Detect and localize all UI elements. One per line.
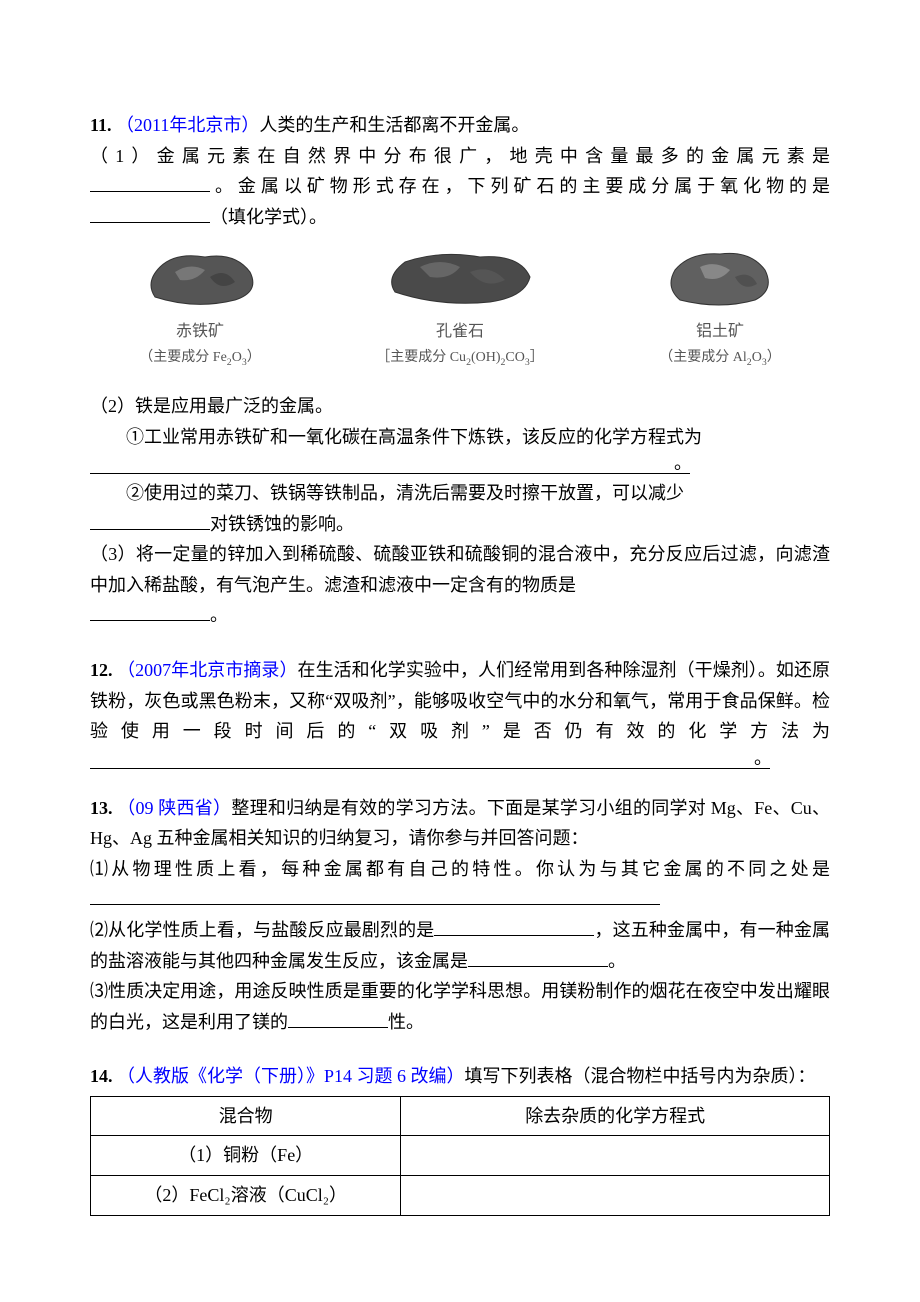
ore-bauxite-image	[655, 242, 785, 312]
ore-malachite-image	[380, 242, 540, 312]
table-cell-equation	[401, 1176, 830, 1216]
question-13: 13. （09 陕西省）整理和归纳是有效的学习方法。下面是某学习小组的同学对 M…	[90, 793, 830, 1038]
q11-p2-lead: （2）铁是应用最广泛的金属。	[90, 391, 830, 422]
blank	[90, 886, 660, 906]
question-12: 12. （2007年北京市摘录）在生活和化学实验中，人们经常用到各种除湿剂（干燥…	[90, 655, 830, 769]
q11-p1c: （填化学式）。	[210, 207, 327, 227]
ore-comp-prefix: ［主要成分	[376, 350, 450, 365]
ore-hematite: 赤铁矿 （主要成分 Fe2O3）	[110, 242, 290, 371]
blank	[90, 510, 210, 530]
ore-hematite-image	[135, 242, 265, 312]
ore-comp-suffix: ）	[247, 350, 261, 365]
table-row: （2）FeCl₂溶液（CuCl₂）	[91, 1176, 830, 1216]
ore-bauxite-name: 铝土矿	[696, 318, 744, 345]
table-cell-equation	[401, 1136, 830, 1176]
ore-bauxite-comp: （主要成分 Al2O3）	[659, 346, 780, 371]
q14-number: 14.	[90, 1066, 113, 1086]
blank	[288, 1008, 388, 1028]
q12-para: 12. （2007年北京市摘录）在生活和化学实验中，人们经常用到各种除湿剂（干燥…	[90, 655, 830, 747]
table-row: （1）铜粉（Fe）	[91, 1136, 830, 1176]
table-cell-mixture: （1）铜粉（Fe）	[91, 1136, 401, 1176]
table-header-mixture: 混合物	[91, 1096, 401, 1136]
blank	[90, 602, 210, 622]
blank-full: 。	[90, 454, 690, 474]
q13-source: （09 陕西省）	[117, 798, 231, 818]
q11-source: （2011年北京市）	[116, 115, 259, 135]
q11-p3-blank: 。	[90, 600, 830, 631]
q11-p1a: （1）金属元素在自然界中分布很广，地壳中含量最多的金属元素是	[90, 146, 830, 166]
ore-comp-suffix: ）	[767, 350, 781, 365]
ore-comp-suffix: ］	[530, 350, 544, 365]
q11-para-1: 11. （2011年北京市）人类的生产和生活都离不开金属。	[90, 110, 830, 141]
q12-source: （2007年北京市摘录）	[117, 660, 297, 680]
ore-hematite-comp: （主要成分 Fe2O3）	[139, 346, 260, 371]
q13-p1a: ⑴从物理性质上看，每种金属都有自己的特性。你认为与其它金属的不同之处是	[90, 859, 830, 879]
ore-malachite-name: 孔雀石	[436, 318, 484, 345]
q11-p1b: 。金属以矿物形式存在，下列矿石的主要成分属于氧化物的是	[210, 176, 830, 196]
q13-lead: 13. （09 陕西省）整理和归纳是有效的学习方法。下面是某学习小组的同学对 M…	[90, 793, 830, 854]
q11-p2-2: ②使用过的菜刀、铁锅等铁制品，清洗后需要及时擦干放置，可以减少	[90, 478, 830, 509]
q11-p2-1: ①工业常用赤铁矿和一氧化碳在高温条件下炼铁，该反应的化学方程式为	[90, 422, 830, 453]
blank	[90, 172, 210, 192]
blank-full: 。	[90, 749, 770, 769]
mixture-table: 混合物 除去杂质的化学方程式 （1）铜粉（Fe） （2）FeCl₂溶液（CuCl…	[90, 1096, 830, 1216]
q14-source: （人教版《化学（下册）》P14 习题 6 改编）	[117, 1066, 465, 1086]
q11-p3: （3）将一定量的锌加入到稀硫酸、硫酸亚铁和硫酸铜的混合液中，充分反应后过滤，向滤…	[90, 539, 830, 600]
q13-p3: ⑶性质决定用途，用途反映性质是重要的化学学科思想。用镁粉制作的烟花在夜空中发出耀…	[90, 976, 830, 1037]
q13-p2: ⑵从化学性质上看，与盐酸反应最剧烈的是，这五种金属中，有一种金属的盐溶液能与其他…	[90, 915, 830, 976]
question-14: 14. （人教版《化学（下册）》P14 习题 6 改编）填写下列表格（混合物栏中…	[90, 1061, 830, 1215]
q11-part1: （1）金属元素在自然界中分布很广，地壳中含量最多的金属元素是	[90, 141, 830, 172]
q13-p2c: 。	[608, 951, 626, 971]
blank	[468, 947, 608, 967]
q13-p3b: 性。	[388, 1012, 424, 1032]
tail-period: 。	[754, 743, 772, 774]
q11-p3b: 。	[210, 605, 228, 625]
q11-p2-2b: 对铁锈蚀的影响。	[210, 514, 354, 534]
q11-part1c: （填化学式）。	[90, 202, 830, 233]
q13-p1: ⑴从物理性质上看，每种金属都有自己的特性。你认为与其它金属的不同之处是	[90, 854, 830, 915]
blank	[90, 203, 210, 223]
blank	[434, 916, 594, 936]
q14-lead: 14. （人教版《化学（下册）》P14 习题 6 改编）填写下列表格（混合物栏中…	[90, 1061, 830, 1092]
q11-p2-2b-line: 对铁锈蚀的影响。	[90, 509, 830, 540]
q11-lead: 人类的生产和生活都离不开金属。	[259, 115, 529, 135]
q11-p2-1-text: ①工业常用赤铁矿和一氧化碳在高温条件下炼铁，该反应的化学方程式为	[126, 427, 702, 447]
q12-number: 12.	[90, 660, 113, 680]
ore-comp-prefix: （主要成分	[139, 350, 213, 365]
q11-number: 11.	[90, 115, 112, 135]
ore-hematite-name: 赤铁矿	[176, 318, 224, 345]
q13-p2a: ⑵从化学性质上看，与盐酸反应最剧烈的是	[90, 920, 434, 940]
ore-comp-prefix: （主要成分	[659, 350, 733, 365]
ore-malachite: 孔雀石 ［主要成分 Cu2(OH)2CO3］	[370, 242, 550, 371]
q13-p3a: ⑶性质决定用途，用途反映性质是重要的化学学科思想。用镁粉制作的烟花在夜空中发出耀…	[90, 981, 830, 1032]
q14-lead-text: 填写下列表格（混合物栏中括号内为杂质）：	[465, 1066, 816, 1086]
table-cell-mixture: （2）FeCl₂溶液（CuCl₂）	[91, 1176, 401, 1216]
q13-number: 13.	[90, 798, 113, 818]
ore-bauxite: 铝土矿 （主要成分 Al2O3）	[630, 242, 810, 371]
q11-part1b: 。金属以矿物形式存在，下列矿石的主要成分属于氧化物的是	[90, 171, 830, 202]
ore-malachite-comp: ［主要成分 Cu2(OH)2CO3］	[376, 346, 544, 371]
question-11: 11. （2011年北京市）人类的生产和生活都离不开金属。 （1）金属元素在自然…	[90, 110, 830, 631]
table-header-equation: 除去杂质的化学方程式	[401, 1096, 830, 1136]
tail-period: 。	[674, 448, 692, 479]
ore-row: 赤铁矿 （主要成分 Fe2O3） 孔雀石 ［主要成分 Cu2(OH)2CO3］ …	[90, 242, 830, 371]
q11-p3a: （3）将一定量的锌加入到稀硫酸、硫酸亚铁和硫酸铜的混合液中，充分反应后过滤，向滤…	[90, 544, 830, 595]
q11-p2-2a: ②使用过的菜刀、铁锅等铁制品，清洗后需要及时擦干放置，可以减少	[126, 483, 684, 503]
table-header-row: 混合物 除去杂质的化学方程式	[91, 1096, 830, 1136]
